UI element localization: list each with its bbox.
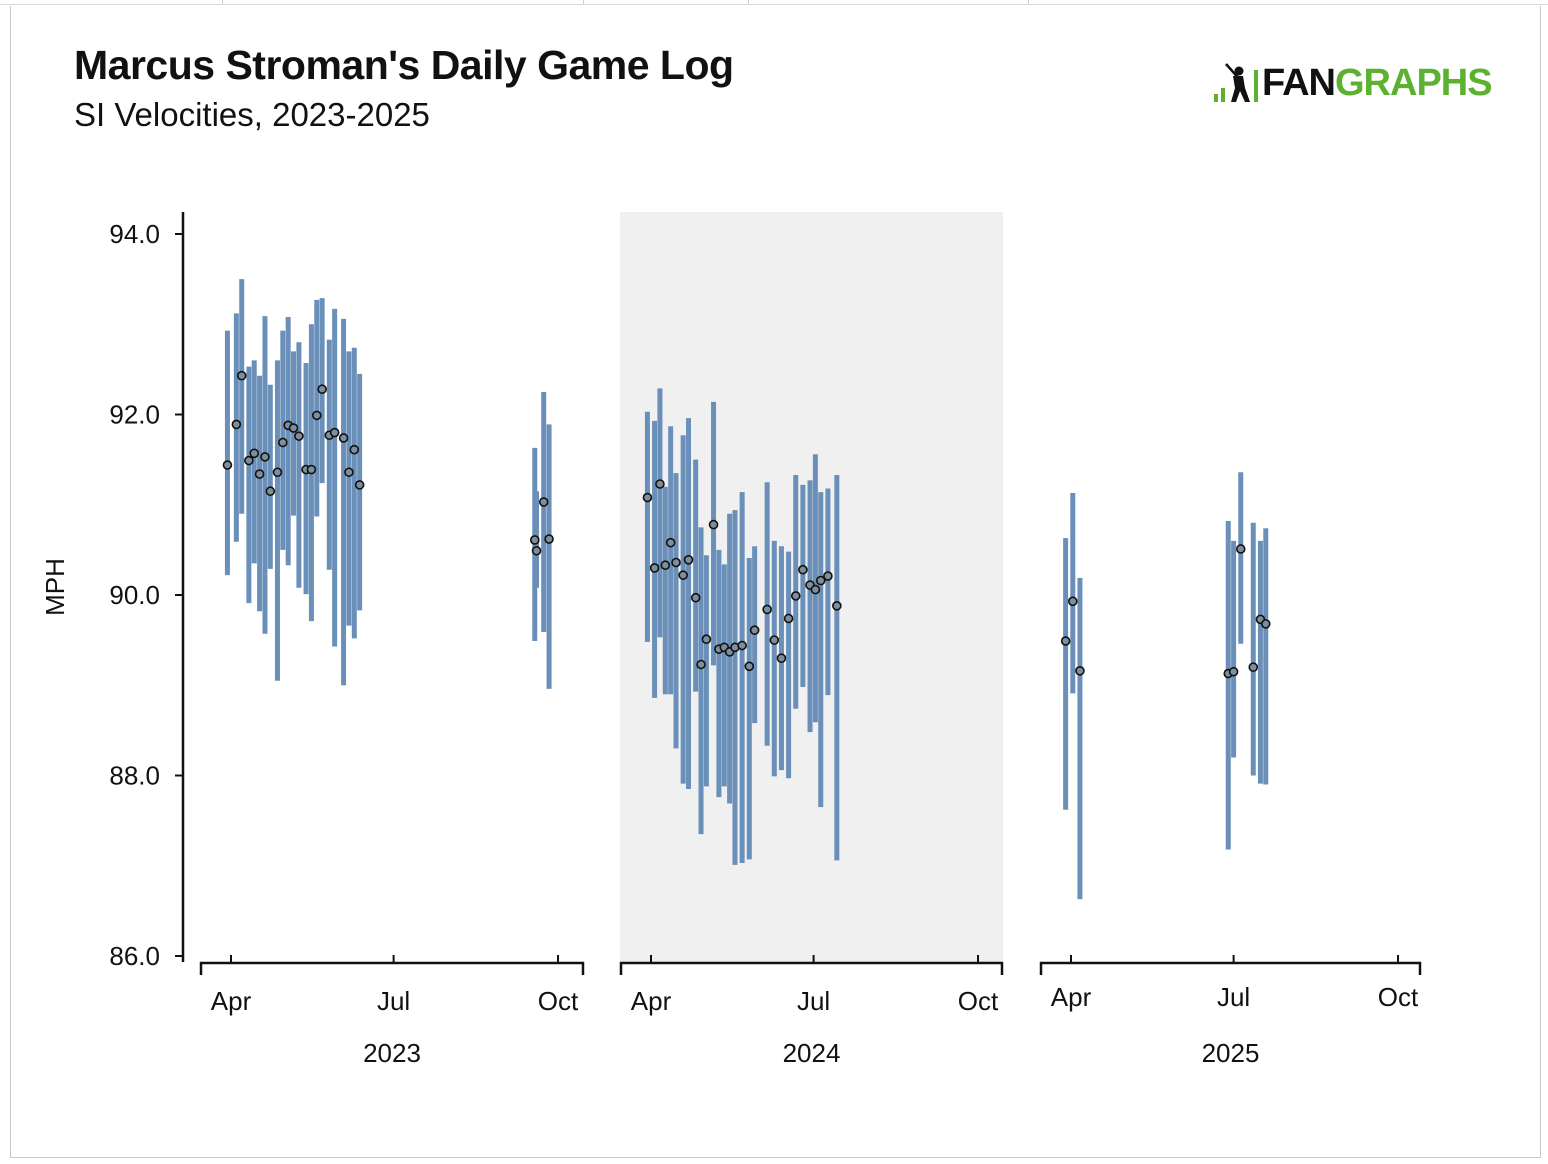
avg-velocity-point <box>288 423 299 433</box>
x-tick-label: Oct <box>1378 982 1419 1012</box>
avg-velocity-point <box>769 635 780 645</box>
avg-velocity-point <box>317 384 327 395</box>
x-tick-label: Jul <box>797 986 830 1016</box>
y-tick-label: 86.0 <box>109 941 160 971</box>
x-tick-label: Apr <box>631 986 672 1016</box>
avg-velocity-point <box>311 410 322 421</box>
avg-velocity-point <box>690 592 701 603</box>
avg-velocity-point <box>529 535 540 545</box>
year-label: 2025 <box>1202 1038 1260 1068</box>
avg-velocity-point <box>815 575 826 586</box>
avg-velocity-point <box>642 492 653 503</box>
avg-velocity-point <box>260 452 270 462</box>
avg-velocity-point <box>338 433 349 443</box>
avg-velocity-point <box>649 563 660 573</box>
logo-wordmark: FANGRAPHS <box>1262 62 1493 105</box>
avg-velocity-point <box>294 431 304 441</box>
x-tick-label: Apr <box>1051 982 1092 1012</box>
avg-velocity-point <box>776 653 787 663</box>
avg-velocity-point <box>222 460 233 470</box>
avg-velocity-point <box>278 437 288 448</box>
logo-fan-text: FAN <box>1262 62 1336 104</box>
avg-velocity-point <box>655 479 665 489</box>
x-tick-label: Oct <box>538 986 579 1016</box>
x-tick-label: Oct <box>958 986 999 1016</box>
avg-velocity-point <box>749 625 760 635</box>
avg-velocity-point <box>1228 666 1239 677</box>
avg-velocity-point <box>832 601 842 611</box>
avg-velocity-point <box>671 557 681 568</box>
avg-velocity-point <box>249 448 260 459</box>
avg-velocity-point <box>790 591 801 601</box>
y-axis-label: MPH <box>40 558 70 616</box>
avg-velocity-point <box>544 534 554 544</box>
avg-velocity-point <box>696 659 706 670</box>
x-tick-label: Jul <box>377 986 410 1016</box>
avg-velocity-point <box>762 604 772 615</box>
chart-title: Marcus Stroman's Daily Game Log <box>74 42 734 88</box>
avg-velocity-point <box>1067 596 1078 607</box>
avg-velocity-point <box>708 519 719 530</box>
x-tick-label: Jul <box>1217 982 1250 1012</box>
chart-subtitle: SI Velocities, 2023-2025 <box>74 96 430 133</box>
x-tick-label: Apr <box>211 986 252 1016</box>
avg-velocity-point <box>701 634 712 645</box>
y-tick-label: 88.0 <box>109 761 160 791</box>
window-top-edge <box>0 0 1548 5</box>
avg-velocity-point <box>823 571 833 581</box>
y-tick-label: 92.0 <box>109 400 160 430</box>
fangraphs-logo: FANGRAPHS <box>1212 60 1493 110</box>
avg-velocity-point <box>1260 619 1271 629</box>
y-tick-label: 90.0 <box>109 580 160 610</box>
avg-velocity-point <box>531 545 542 556</box>
avg-velocity-point <box>344 467 354 478</box>
avg-velocity-point <box>354 480 365 490</box>
avg-velocity-point <box>737 640 747 651</box>
avg-velocity-point <box>1248 662 1259 673</box>
avg-velocity-point <box>678 570 688 580</box>
avg-velocity-point <box>349 444 360 455</box>
avg-velocity-point <box>798 564 808 575</box>
avg-velocity-point <box>236 370 247 381</box>
avg-velocity-point <box>683 555 694 565</box>
avg-velocity-point <box>1075 666 1085 676</box>
avg-velocity-point <box>538 497 549 507</box>
avg-velocity-point <box>272 467 283 478</box>
avg-velocity-point <box>254 469 265 479</box>
avg-velocity-point <box>329 427 340 438</box>
avg-velocity-point <box>265 486 276 497</box>
year-label: 2023 <box>363 1038 421 1068</box>
y-tick-label: 94.0 <box>109 219 160 249</box>
avg-velocity-point <box>665 537 676 548</box>
avg-velocity-point <box>244 455 254 466</box>
avg-velocity-point <box>231 419 242 430</box>
avg-velocity-point <box>744 661 755 672</box>
logo-graphs-text: GRAPHS <box>1335 62 1493 104</box>
avg-velocity-point <box>1235 544 1246 554</box>
avg-velocity-point <box>810 584 821 595</box>
year-label: 2024 <box>783 1038 841 1068</box>
avg-velocity-point <box>306 464 317 475</box>
batter-icon <box>1214 63 1258 102</box>
avg-velocity-point <box>660 560 671 571</box>
avg-velocity-point <box>783 613 794 624</box>
avg-velocity-point <box>1060 636 1071 646</box>
